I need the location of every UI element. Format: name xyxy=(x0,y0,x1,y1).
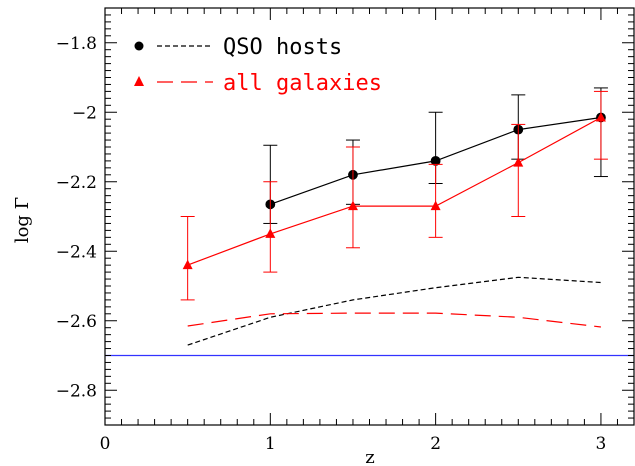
all-galaxies-point xyxy=(265,228,276,238)
y-tick-label: −2.6 xyxy=(56,312,97,332)
all-galaxies-dashed-curve xyxy=(187,312,601,328)
y-axis-title: log Γ xyxy=(12,197,33,243)
x-tick-label: 2 xyxy=(430,434,441,454)
y-tick-label: −2.2 xyxy=(56,173,97,193)
all-galaxies-point xyxy=(595,111,606,122)
legend-marker-triangle xyxy=(134,76,144,86)
x-tick-label: 0 xyxy=(100,434,111,454)
y-tick-label: −2 xyxy=(72,103,97,123)
all-galaxies-point xyxy=(430,200,441,211)
legend-marker-circle xyxy=(134,41,144,51)
y-tick-label: −2.4 xyxy=(56,242,97,262)
qso-hosts-dashed-curve xyxy=(187,276,601,346)
x-tick-label: 1 xyxy=(265,434,276,454)
all-galaxies-point xyxy=(513,157,524,167)
x-axis-title: z xyxy=(365,447,374,466)
x-tick-label: 3 xyxy=(596,434,607,454)
legend-label: QSO hosts xyxy=(223,35,342,60)
legend-label: all galaxies xyxy=(223,71,382,96)
all-galaxies-line xyxy=(187,116,602,266)
y-tick-label: −1.8 xyxy=(56,34,97,54)
legend: QSO hosts all galaxies xyxy=(134,35,382,96)
all-galaxies-point xyxy=(182,259,193,270)
all-galaxies-point xyxy=(347,200,358,211)
plot-area xyxy=(105,87,634,357)
axis-ticks: 0 1 2 3 −1.8 −2 −2.2 −2.4 −2.6 −2.8 xyxy=(56,7,635,454)
y-tick-label: −2.8 xyxy=(56,381,97,401)
